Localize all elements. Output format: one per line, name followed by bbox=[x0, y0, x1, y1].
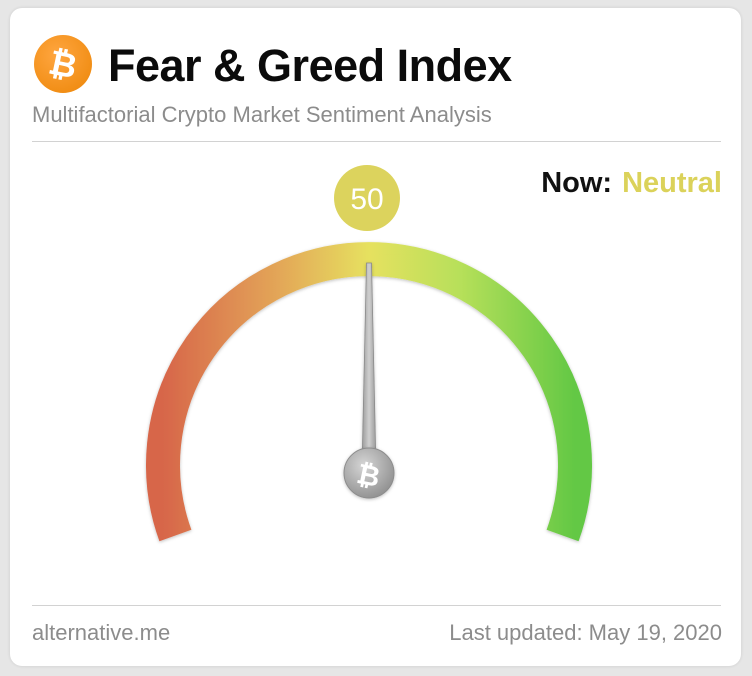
logo-circle bbox=[34, 35, 92, 93]
footer-divider bbox=[32, 605, 721, 606]
gauge-value: 50 bbox=[350, 183, 383, 216]
gauge-needle bbox=[361, 262, 377, 469]
now-label: Now: bbox=[541, 167, 613, 199]
bitcoin-logo-icon: ₿ bbox=[34, 35, 92, 93]
needle-hub: ₿ bbox=[343, 447, 395, 499]
classification-value: Neutral bbox=[622, 167, 722, 199]
fear-greed-card: ₿ Fear & Greed Index Multifactorial Cryp… bbox=[10, 8, 741, 666]
now-status: Now: Neutral bbox=[541, 165, 722, 201]
page-title: Fear & Greed Index bbox=[108, 40, 512, 91]
last-updated: Last updated: May 19, 2020 bbox=[449, 620, 722, 645]
page-subtitle: Multifactorial Crypto Market Sentiment A… bbox=[32, 102, 492, 127]
source-link[interactable]: alternative.me bbox=[32, 620, 171, 645]
value-bubble-circle bbox=[334, 165, 400, 231]
header-divider bbox=[32, 141, 721, 142]
value-bubble: 50 bbox=[334, 165, 400, 231]
gauge-arc bbox=[146, 242, 592, 542]
sentiment-gauge: ₿ 50 bbox=[146, 165, 592, 542]
